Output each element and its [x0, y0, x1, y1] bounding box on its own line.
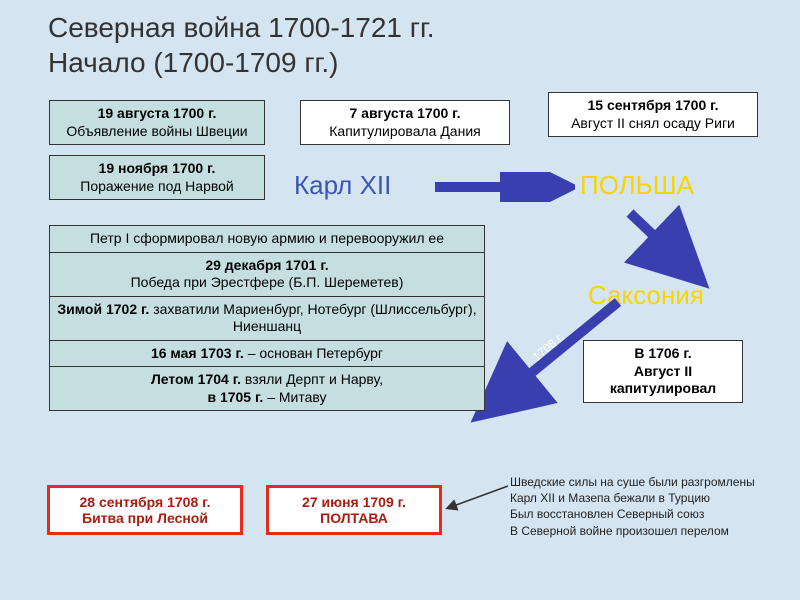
row-army: Петр I сформировал новую армию и перевоо…: [49, 225, 485, 253]
box-narva: 19 ноября 1700 г. Поражение под Нарвой: [49, 155, 265, 200]
date: Зимой 1702 г.: [57, 301, 149, 317]
text: Объявление войны Швеции: [66, 123, 247, 139]
box-poltava: 27 июня 1709 г. ПОЛТАВА: [266, 485, 442, 535]
text1: взяли Дерпт и Нарву,: [241, 371, 383, 387]
text: Август II снял осаду Риги: [571, 115, 735, 131]
row-1704-1705: Летом 1704 г. взяли Дерпт и Нарву, в 170…: [49, 366, 485, 411]
page-title: Северная война 1700-1721 гг. Начало (170…: [48, 10, 435, 80]
date: 19 августа 1700 г.: [98, 105, 217, 121]
l1: В 1706 г.: [634, 345, 691, 361]
box-declare-war: 19 августа 1700 г. Объявление войны Швец…: [49, 100, 265, 145]
row-1702: Зимой 1702 г. захватили Мариенбург, Ноте…: [49, 296, 485, 341]
date: 29 декабря 1701 г.: [205, 257, 328, 273]
box-denmark: 7 августа 1700 г. Капитулировала Дания: [300, 100, 510, 145]
date: 16 мая 1703 г.: [151, 345, 244, 361]
date: 7 августа 1700 г.: [349, 105, 460, 121]
label-karl: Карл XII: [294, 170, 391, 201]
n1: Шведские силы на суше были разгромлены: [510, 475, 755, 489]
box-1706: В 1706 г. Август II капитулировал: [583, 340, 743, 403]
box-riga: 15 сентября 1700 г. Август II снял осаду…: [548, 92, 758, 137]
label-polsha: ПОЛЬША: [580, 170, 694, 201]
reform-list: Петр I сформировал новую армию и перевоо…: [49, 226, 485, 411]
row-1703: 16 мая 1703 г. – основан Петербург: [49, 340, 485, 368]
title-line-2: Начало (1700-1709 гг.): [48, 47, 338, 78]
l1: 28 сентября 1708 г.: [80, 494, 211, 510]
date: 19 ноября 1700 г.: [99, 160, 216, 176]
text: – основан Петербург: [244, 345, 383, 361]
text2: – Митаву: [263, 389, 326, 405]
l2: Август II: [634, 363, 692, 379]
l1: 27 июня 1709 г.: [302, 494, 406, 510]
arrow-note: [438, 478, 518, 518]
title-line-1: Северная война 1700-1721 гг.: [48, 12, 435, 43]
row-1701: 29 декабря 1701 г. Победа при Эрестфере …: [49, 252, 485, 297]
arrow-karl-polsha: [435, 172, 575, 202]
n4: В Северной войне произошел перелом: [510, 524, 729, 538]
date: 15 сентября 1700 г.: [588, 97, 719, 113]
date2: в 1705 г.: [207, 389, 263, 405]
label-1708: 1708 г.: [530, 330, 567, 364]
text: Поражение под Нарвой: [80, 178, 234, 194]
box-lesnaya: 28 сентября 1708 г. Битва при Лесной: [47, 485, 243, 535]
text: захватили Мариенбург, Нотебург (Шлиссель…: [149, 301, 476, 335]
n3: Был восстановлен Северный союз: [510, 507, 704, 521]
n2: Карл XII и Мазепа бежали в Турцию: [510, 491, 710, 505]
l3: капитулировал: [610, 380, 716, 396]
outcome-notes: Шведские силы на суше были разгромлены К…: [510, 474, 790, 539]
text: Победа при Эрестфере (Б.П. Шереметев): [131, 274, 404, 290]
text: Капитулировала Дания: [329, 123, 480, 139]
l2: Битва при Лесной: [82, 510, 208, 526]
date1: Летом 1704 г.: [151, 371, 241, 387]
label-saxony: Саксония: [588, 280, 704, 311]
text: Петр I сформировал новую армию и перевоо…: [90, 230, 444, 246]
l2: ПОЛТАВА: [320, 510, 388, 526]
